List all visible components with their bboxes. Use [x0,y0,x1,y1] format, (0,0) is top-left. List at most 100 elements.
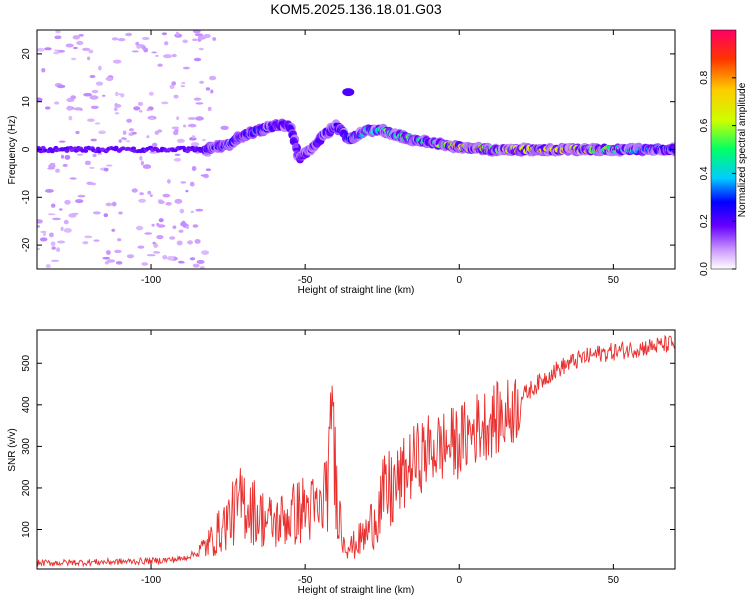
spectrogram-noise-blob [44,47,52,51]
spectrogram-noise-blob [90,105,99,110]
spectrogram-noise-blob [115,91,119,97]
colorbar-tick-label: 0.2 [699,214,710,228]
spectrogram-noise-blob [51,246,56,250]
spectrogram-noise-blob [180,181,187,184]
spectrogram-noise-blob [89,74,96,79]
spectrogram-noise-blob [190,142,200,147]
spectrogram-noise-blob [114,249,122,254]
spectrogram-noise-blob [165,201,172,206]
spectrogram-noise-blob [149,116,155,120]
spectrogram-noise-blob [111,37,119,41]
spectrogram-noise-blob [196,259,205,264]
spectrogram-noise-blob [158,200,165,205]
spectrogram-noise-blob [105,76,114,81]
spectrogram-noise-blob [182,39,188,44]
spectrogram-noise-blob [161,32,167,36]
spectrogram-noise-blob [169,84,175,89]
spectrogram-noise-blob [162,254,168,260]
spectrogram-noise-blob [149,151,159,154]
spectrogram-noise-blob [94,122,101,125]
spectrogram-noise-blob [157,224,166,228]
spectrogram-ridge-cell [172,148,178,153]
spectrogram-noise-blob [185,189,189,193]
spectrogram-noise-blob [195,208,204,212]
spectrogram-noise-blob [73,46,78,50]
spectrogram-noise-blob [56,49,66,53]
spectrogram-noise-blob [155,54,159,57]
spectrogram-noise-blob [141,45,147,51]
spectrogram-noise-blob [191,166,197,171]
spectrogram-noise-blob [122,137,127,141]
spectrogram-noise-blob [105,202,113,207]
spectrogram-noise-blob [210,89,214,94]
spectrogram-y-ticks: -20 -10 0 10 20 [21,48,675,252]
spectrogram-noise-blob [179,208,185,214]
spectrogram-noise-blob [136,225,144,231]
spectrogram-noise-blob [141,36,150,41]
spectrogram-noise-blob [151,223,155,227]
spectrogram-noise-blob [111,228,116,232]
spectrogram-noise-blob [136,45,142,49]
snr-y-ticks: 100 200 300 400 500 [21,354,675,538]
spectrogram-noise-blob [146,254,156,257]
spectrogram-noise-blob [37,219,43,224]
spectrogram-noise-blob [117,238,122,242]
spectrogram-ridge-cell [37,146,42,150]
spectrogram-noise-blob [139,155,143,161]
spectrogram-noise-blob [88,49,94,54]
spectrogram-noise-blob [164,41,169,46]
spectrogram-noise-blob [174,198,183,204]
spectrogram-ridge-cell [292,143,299,150]
spectrogram-noise-blob [142,262,147,266]
spectrogram-noise-blob [37,247,41,251]
spectrogram-noise-blob [173,157,182,162]
spectrogram-noise-blob [69,177,77,180]
spectrogram-noise-blob [192,224,199,228]
spectrogram-noise-blob [198,47,204,51]
spectrogram-noise-blob [167,179,171,184]
spectrogram-noise-blob [139,192,144,196]
spectrogram-noise-blob [82,47,91,52]
spectrogram-noise-blob [176,240,183,246]
spectrogram-noise-blob [131,188,138,193]
spectrogram-noise-blob [173,94,179,99]
colorbar: 0.0 0.2 0.4 0.6 0.8 Normalized spectral ampl… [699,29,748,276]
y-tick-label: -20 [21,237,32,252]
spectrogram-noise-blob [169,236,176,240]
spectrogram-noise-blob [137,245,145,249]
spectrogram-noise-blob [131,50,139,53]
spectrogram-noise-blob [47,213,56,216]
spectrogram-noise-blob [193,97,202,101]
x-tick-label: 50 [608,275,620,286]
colorbar-tick-label: 0.8 [699,70,710,84]
spectrogram-noise-blob [174,153,181,156]
spectrogram-noise-blob [76,40,84,46]
colorbar-tick-label: 0.0 [699,262,710,276]
spectrogram-noise-blob [55,168,60,173]
spectrogram-noise-blob [189,257,196,261]
spectrogram-noise-blob [45,189,54,193]
spectrogram-noise-blob [195,116,204,121]
spectrogram-noise-blob [91,89,99,94]
spectrogram-noise-blob [55,30,61,34]
spectrogram-noise-blob [122,130,127,135]
spectrogram-noise-blob [176,116,180,120]
x-tick-label: -100 [141,275,161,286]
spectrogram-noise-blob [167,255,175,261]
spectrogram-noise-blob [78,33,84,37]
spectrogram-noise-blob [37,97,43,102]
spectrogram-noise-blob [64,154,71,160]
spectrogram-noise-blob [200,174,208,177]
spectrogram-noise-blob [144,232,153,235]
spectrogram-noise-blob [62,163,68,167]
spectrogram-noise-blob [199,266,205,269]
spectrogram-noise-blob [173,130,179,136]
spectrogram-noise-blob [126,254,135,259]
snr-x-ticks: -100 -50 0 50 [141,330,619,586]
spectrogram-noise-blob [103,167,109,172]
spectrogram-noise-blob [189,181,195,187]
spectrogram-noise-blob [175,31,179,36]
spectrogram-noise-blob [149,194,153,198]
spectrogram-noise-blob [205,168,211,171]
spectrogram-noise-blob [98,65,102,71]
